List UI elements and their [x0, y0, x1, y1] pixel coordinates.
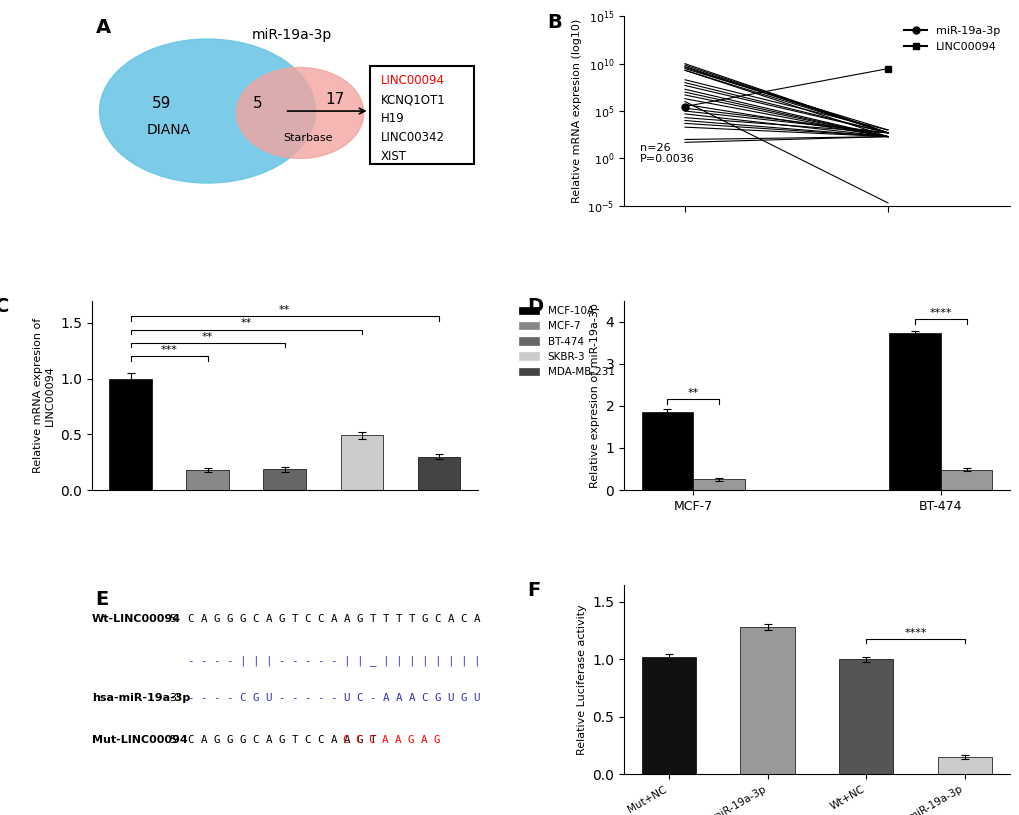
Bar: [940, 469, 991, 490]
Text: n=26
P=0.0036: n=26 P=0.0036: [639, 143, 694, 164]
Text: C A G G G C A G T C C A A G T: C A G G G C A G T C C A A G T: [189, 735, 376, 745]
Bar: [937, 757, 991, 774]
Text: Mut-LINC00094: Mut-LINC00094: [92, 735, 187, 745]
Text: miR-19a-3p: miR-19a-3p: [252, 29, 332, 42]
Y-axis label: Relative mRNA expresion (log10): Relative mRNA expresion (log10): [572, 19, 581, 203]
Y-axis label: Relative expresion of miR-19a-3p: Relative expresion of miR-19a-3p: [589, 303, 599, 487]
Text: F: F: [527, 581, 540, 600]
Ellipse shape: [100, 39, 315, 183]
Bar: [340, 435, 382, 490]
Bar: [641, 412, 692, 490]
Bar: [109, 378, 152, 490]
Text: ****: ****: [904, 628, 926, 637]
Bar: [369, 65, 473, 164]
Bar: [889, 333, 940, 490]
Text: C A G G G C A G T C C A A G T T T T G C A C A: C A G G G C A G T C C A A G T T T T G C …: [189, 614, 480, 623]
Text: - - - - | | | - - - - - | | _ | | | | | | | |: - - - - | | | - - - - - | | _ | | | | | …: [189, 655, 480, 666]
Ellipse shape: [236, 68, 364, 158]
Text: E: E: [96, 590, 109, 610]
Text: C C C A A G A G: C C C A A G A G: [343, 735, 440, 745]
Legend: miR-19a-3p, LINC00094: miR-19a-3p, LINC00094: [899, 22, 1004, 56]
Bar: [839, 659, 893, 774]
Text: B: B: [546, 12, 561, 32]
Text: 17: 17: [325, 92, 344, 108]
Bar: [186, 470, 228, 490]
Text: 5': 5': [169, 614, 179, 623]
Text: Starbase: Starbase: [283, 133, 332, 143]
Text: ***: ***: [160, 345, 177, 355]
Text: hsa-miR-19a-3p: hsa-miR-19a-3p: [92, 694, 190, 703]
Text: Wt-LINC00094: Wt-LINC00094: [92, 614, 180, 623]
Text: 3': 3': [169, 694, 179, 703]
Text: **: **: [687, 388, 698, 398]
Bar: [417, 456, 460, 490]
Text: LINC00094: LINC00094: [381, 74, 444, 87]
Text: C: C: [0, 297, 10, 315]
Text: 59: 59: [152, 96, 171, 111]
Text: LINC00342: LINC00342: [381, 131, 444, 144]
Text: 5: 5: [253, 96, 262, 111]
Text: 5': 5': [169, 735, 179, 745]
Bar: [641, 657, 695, 774]
Bar: [263, 469, 306, 490]
Text: ****: ****: [928, 308, 951, 318]
Y-axis label: Relative Luciferase activity: Relative Luciferase activity: [576, 604, 586, 755]
Text: KCNQ1OT1: KCNQ1OT1: [381, 93, 445, 106]
Text: DIANA: DIANA: [147, 123, 191, 137]
Legend: MCF-10A, MCF-7, BT-474, SKBR-3, MDA-MB-231: MCF-10A, MCF-7, BT-474, SKBR-3, MDA-MB-2…: [514, 302, 619, 381]
Text: XIST: XIST: [381, 150, 407, 163]
Text: **: **: [279, 305, 290, 315]
Text: H19: H19: [381, 112, 405, 126]
Bar: [740, 628, 794, 774]
Y-axis label: Relative mRNA expresion of
LINC00094: Relative mRNA expresion of LINC00094: [33, 318, 54, 473]
Text: - - - - C G U - - - - - U C - A A A C G U G U: - - - - C G U - - - - - U C - A A A C G …: [189, 694, 480, 703]
Text: **: **: [240, 319, 252, 328]
Text: **: **: [202, 332, 213, 341]
Bar: [692, 479, 744, 490]
Text: A: A: [96, 18, 111, 37]
Text: D: D: [527, 297, 543, 315]
